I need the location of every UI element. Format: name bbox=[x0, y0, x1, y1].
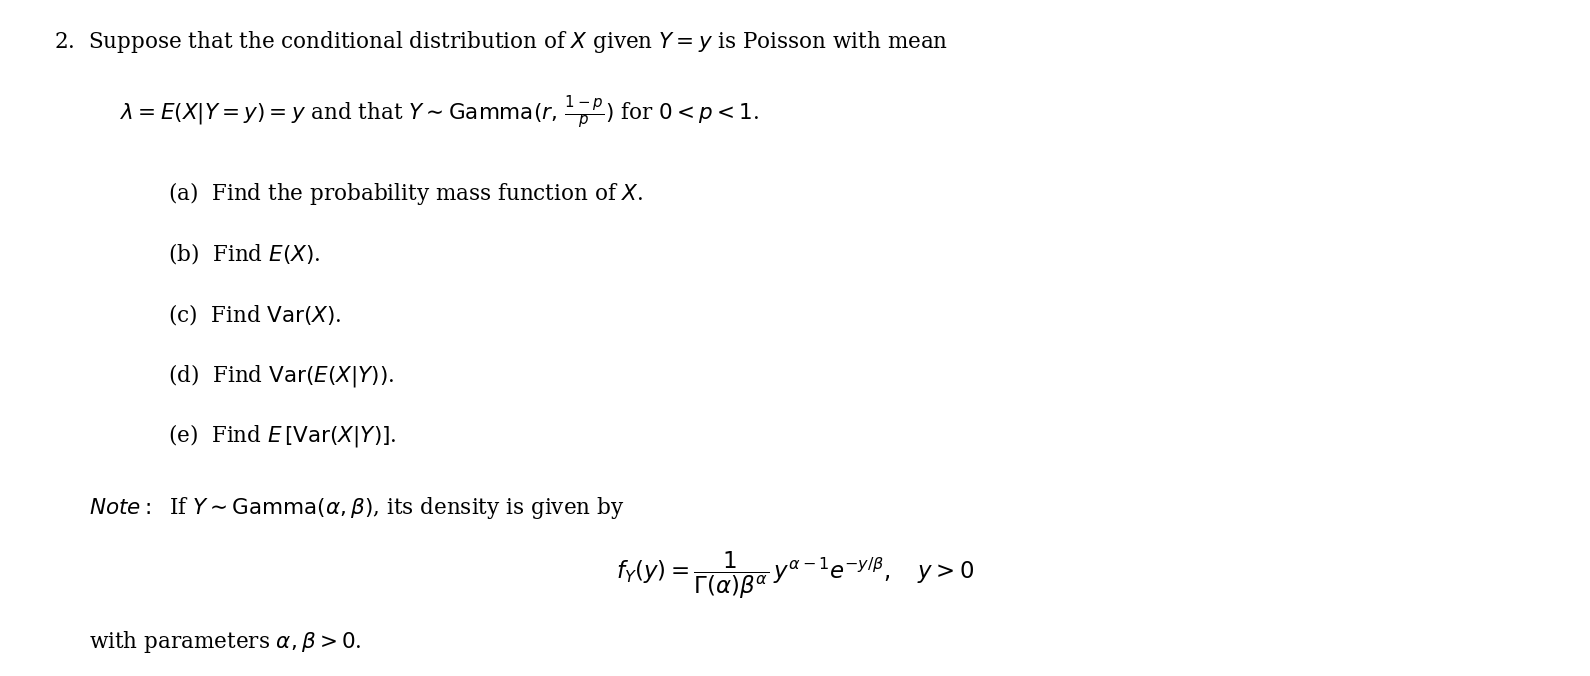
Text: (c)  Find $\mathrm{Var}(X)$.: (c) Find $\mathrm{Var}(X)$. bbox=[169, 302, 342, 327]
Text: (a)  Find the probability mass function of $X$.: (a) Find the probability mass function o… bbox=[169, 180, 644, 207]
Text: (d)  Find $\mathrm{Var}(E(X|Y))$.: (d) Find $\mathrm{Var}(E(X|Y))$. bbox=[169, 362, 394, 389]
Text: 2.  Suppose that the conditional distribution of $X$ given $Y = y$ is Poisson wi: 2. Suppose that the conditional distribu… bbox=[54, 29, 948, 55]
Text: with parameters $\alpha, \beta > 0$.: with parameters $\alpha, \beta > 0$. bbox=[89, 629, 361, 655]
Text: $\lambda = E(X|Y=y) = y$ and that $Y \sim \mathrm{Gamma}(r,\,\frac{1-p}{p})$ for: $\lambda = E(X|Y=y) = y$ and that $Y \si… bbox=[121, 93, 760, 131]
Text: $f_Y(y) = \dfrac{1}{\Gamma(\alpha)\beta^{\alpha}}\, y^{\alpha-1} e^{-y/\beta},\q: $f_Y(y) = \dfrac{1}{\Gamma(\alpha)\beta^… bbox=[615, 550, 975, 601]
Text: (e)  Find $E\,[\mathrm{Var}(X|Y)]$.: (e) Find $E\,[\mathrm{Var}(X|Y)]$. bbox=[169, 422, 396, 449]
Text: (b)  Find $E(X)$.: (b) Find $E(X)$. bbox=[169, 241, 320, 266]
Text: $\mathit{Note:}$  If $Y \sim \mathrm{Gamma}(\alpha, \beta)$, its density is give: $\mathit{Note:}$ If $Y \sim \mathrm{Gamm… bbox=[89, 495, 623, 521]
